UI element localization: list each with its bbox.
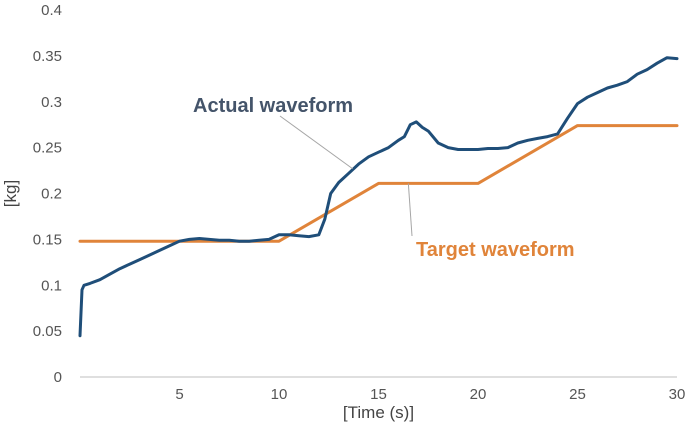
y-tick-label: 0.05: [33, 323, 62, 340]
x-tick-label: 15: [370, 386, 387, 403]
annotation-leader-target-waveform: [407, 183, 413, 237]
annotation-actual-waveform: Actual waveform: [193, 95, 353, 117]
y-tick-label: 0.1: [41, 277, 62, 294]
y-tick-label: 0.3: [41, 94, 62, 111]
series-layer: [78, 56, 679, 338]
annotation-leader-actual-waveform: [279, 115, 353, 170]
x-axis-label: [Time (s)]: [343, 403, 414, 422]
y-tick-label: 0.4: [41, 2, 62, 19]
y-tick-label: 0: [54, 369, 62, 386]
x-axis: 5 10 15 20 25 30: [80, 376, 685, 403]
series-line-actual-waveform: [78, 56, 679, 338]
x-tick-label: 10: [271, 386, 288, 403]
y-axis: 0 0.05 0.1 0.15 0.2 0.25 0.3 0.35 0.4: [33, 2, 62, 386]
annotation-target-waveform: Target waveform: [416, 239, 575, 261]
y-tick-label: 0.35: [33, 48, 62, 65]
y-tick-label: 0.2: [41, 186, 62, 203]
x-tick-label: 25: [569, 386, 586, 403]
y-axis-label: [kg]: [1, 180, 20, 207]
series-line-target-waveform: [78, 124, 679, 243]
y-tick-label: 0.15: [33, 231, 62, 248]
y-tick-label: 0.25: [33, 140, 62, 157]
x-tick-label: 20: [470, 386, 487, 403]
annotations: Actual waveform Target waveform: [193, 95, 575, 261]
x-tick-label: 30: [669, 386, 685, 403]
x-tick-label: 5: [175, 386, 183, 403]
